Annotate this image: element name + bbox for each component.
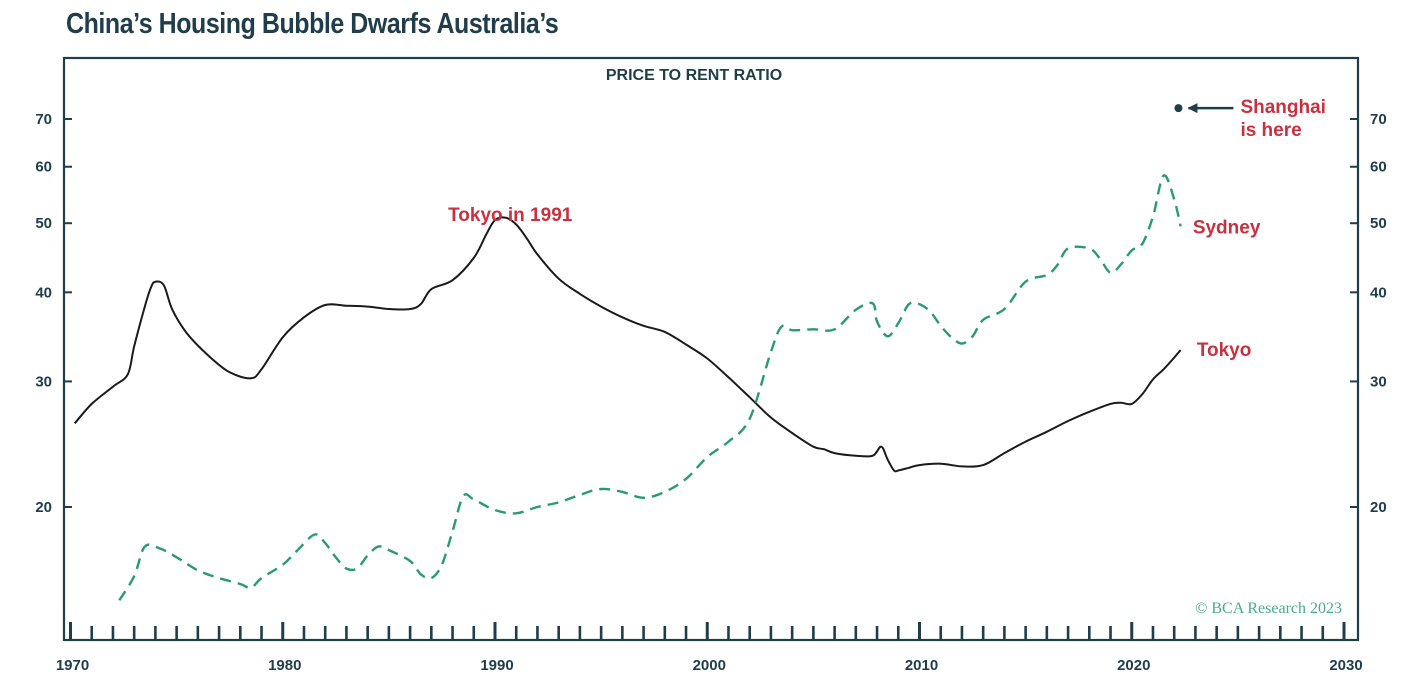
annotation-shanghai-line2: is here	[1240, 120, 1301, 141]
series-label-sydney: Sydney	[1193, 217, 1261, 238]
y-tick-label-right: 50	[1370, 215, 1387, 232]
y-tick-label-right: 20	[1370, 499, 1387, 516]
y-tick-label-left: 20	[35, 499, 52, 516]
series-line-tokyo	[73, 216, 1182, 473]
series-line-sydney	[118, 174, 1182, 601]
x-tick-label: 2030	[1329, 657, 1362, 674]
y-tick-label-left: 40	[35, 284, 52, 301]
plot-frame	[62, 56, 1360, 642]
x-tick-label: 1980	[268, 657, 301, 674]
y-tick-label-left: 50	[35, 215, 52, 232]
x-tick-label: 2010	[905, 657, 938, 674]
series-label-tokyo: Tokyo	[1197, 340, 1252, 361]
y-tick-label-right: 40	[1370, 284, 1387, 301]
x-tick-label: 2000	[693, 657, 726, 674]
annotation-shanghai-line1: Shanghai	[1240, 97, 1326, 118]
y-tick-label-left: 60	[35, 159, 52, 176]
y-tick-label-right: 30	[1370, 373, 1387, 390]
x-tick-label: 1990	[480, 657, 513, 674]
chart-title: China’s Housing Bubble Dwarfs Australia’…	[66, 8, 559, 40]
y-tick-label-left: 70	[35, 111, 52, 128]
x-tick-label: 2020	[1117, 657, 1150, 674]
chart-credit: © BCA Research 2023	[1195, 600, 1342, 617]
annotation-tokyo-1991: Tokyo in 1991	[448, 205, 573, 226]
x-tick-label: 1970	[56, 657, 89, 674]
y-tick-label-right: 70	[1370, 111, 1387, 128]
chart-subtitle: PRICE TO RENT RATIO	[606, 67, 782, 84]
y-tick-label-right: 60	[1370, 159, 1387, 176]
data-point-shanghai	[1174, 104, 1183, 113]
y-tick-label-left: 30	[35, 373, 52, 390]
